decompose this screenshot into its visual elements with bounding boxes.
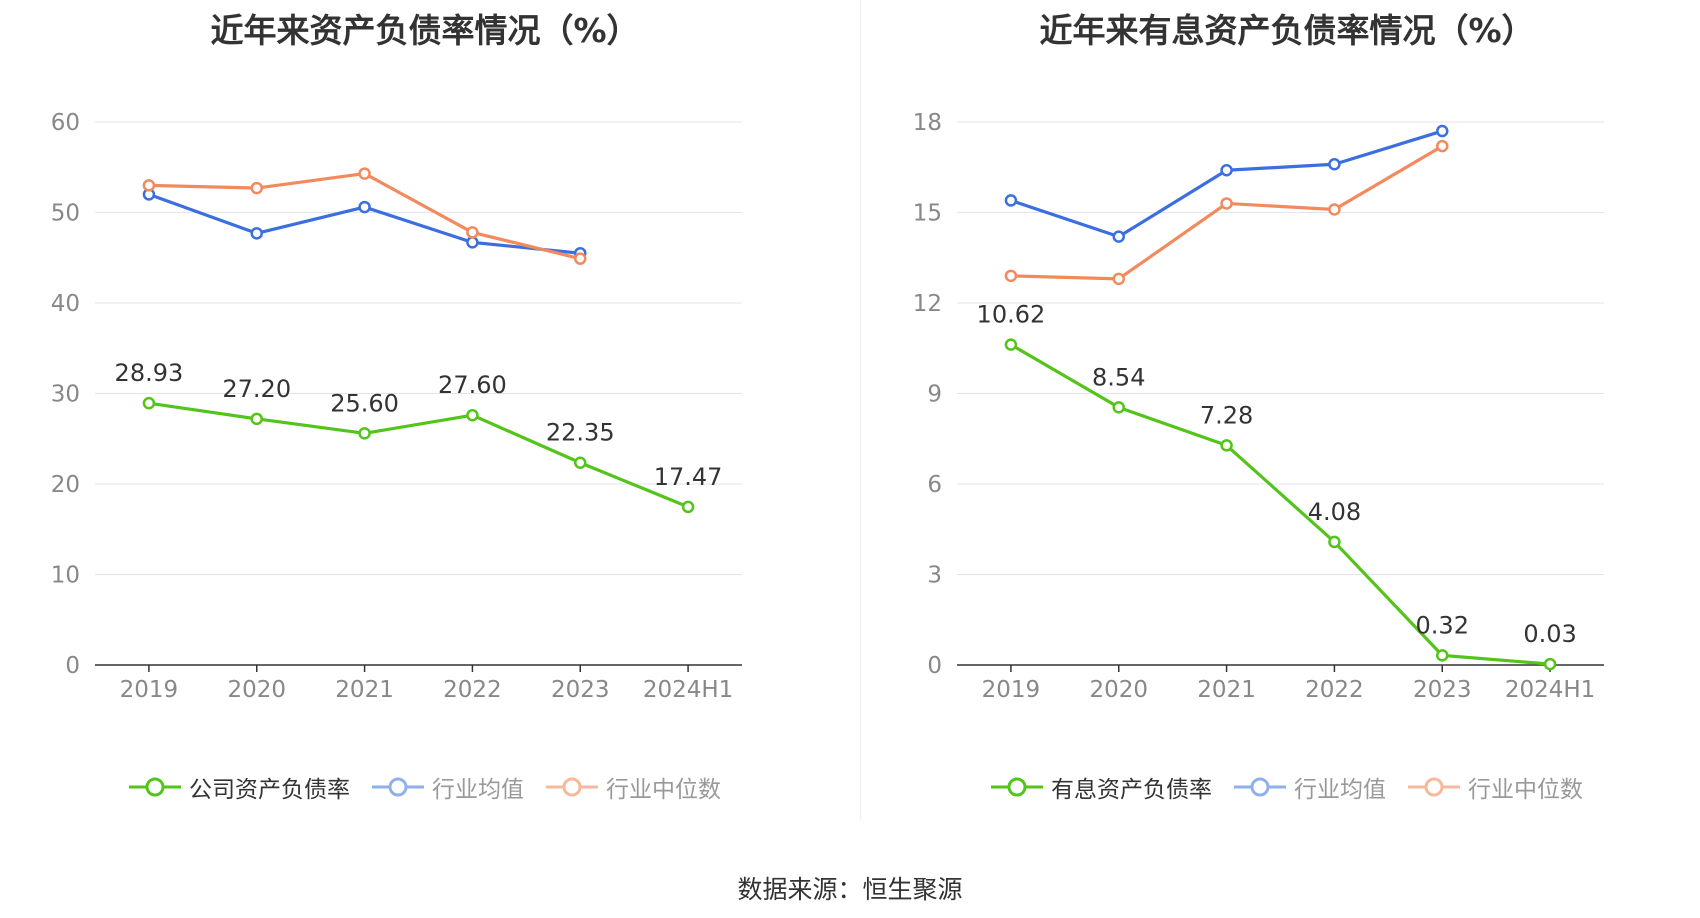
industry-average-series-point [1436, 124, 1449, 138]
company-series-point [1436, 649, 1449, 662]
industry-median-series-point [574, 252, 587, 265]
data-label: 0.03 [1523, 620, 1576, 648]
industry-average-series-point [358, 200, 371, 214]
company-series-point [1328, 535, 1341, 549]
legend-item-company[interactable]: 公司资产负债率 [129, 770, 350, 804]
data-label: 8.54 [1092, 363, 1145, 391]
company-series-point [1112, 401, 1125, 414]
legend-item-avg[interactable]: 行业均值 [372, 770, 524, 804]
legend-item-median[interactable]: 行业中位数 [546, 770, 721, 804]
industry-average-series-point [466, 236, 479, 249]
data-label: 10.62 [977, 301, 1046, 329]
data-label: 0.32 [1416, 611, 1469, 639]
x-tick-label: 2024H1 [643, 677, 733, 703]
x-tick-label: 2021 [335, 677, 394, 703]
data-label: 22.35 [546, 419, 615, 447]
x-tick-label: 2020 [227, 677, 286, 703]
y-tick-label: 40 [51, 291, 80, 317]
legend-label: 行业均值 [1294, 777, 1386, 803]
debt-ratio-line-chart: 0 10 20 30 40 50 60 2019 2020 2021 2022 2023 2024H1 2… [51, 110, 742, 703]
legend-item-company[interactable]: 有息资产负债率 [991, 770, 1212, 804]
legend-label: 行业均值 [432, 777, 524, 803]
company-series-line [1010, 343, 1551, 666]
company-series-point [358, 427, 371, 440]
data-label: 4.08 [1308, 498, 1361, 526]
y-tick-label: 9 [927, 382, 942, 408]
legend-line-marker-icon [546, 777, 598, 797]
y-tick-label: 6 [927, 472, 942, 498]
industry-median-series-point [466, 226, 479, 239]
legend-line-marker-icon [1408, 777, 1460, 797]
data-label: 28.93 [115, 359, 184, 387]
industry-median-series-point [250, 181, 263, 195]
data-source: 数据来源：恒生聚源 [737, 875, 963, 904]
x-tick-label: 2021 [1197, 677, 1256, 703]
chart-title: 近年来资产负债率情况（%） [210, 11, 640, 50]
right-chart-panel: 近年来有息资产负债率情况（%） 0 3 6 9 12 15 18 2019 2020 2021 20… [862, 0, 1700, 820]
interest-debt-ratio-line-chart: 0 3 6 9 12 15 18 2019 2020 2021 2022 2023 2024H1 10.6… [913, 110, 1604, 703]
legend-label: 公司资产负债率 [189, 777, 350, 803]
legend-line-marker-icon [129, 777, 181, 797]
x-tick-label: 2019 [120, 677, 179, 703]
x-tick-label: 2022 [1305, 677, 1364, 703]
panel-divider [860, 0, 861, 820]
legend-item-avg[interactable]: 行业均值 [1234, 770, 1386, 804]
y-tick-label: 20 [51, 472, 80, 498]
industry-average-series-point [1112, 230, 1125, 243]
legend: 公司资产负债率 行业均值 行业中位数 [0, 770, 850, 804]
legend-label: 有息资产负债率 [1051, 777, 1212, 803]
industry-average-series-point [1220, 164, 1233, 177]
y-tick-label: 12 [913, 291, 942, 317]
y-tick-label: 50 [51, 201, 80, 227]
x-tick-label: 2023 [551, 677, 610, 703]
industry-median-series-point [1112, 272, 1125, 286]
company-series-line [148, 401, 689, 509]
company-series-point [1220, 439, 1233, 452]
data-label: 25.60 [330, 389, 399, 417]
industry-median-series-point [1328, 203, 1341, 216]
industry-median-series-point [1004, 269, 1018, 283]
data-label: 27.60 [438, 371, 507, 399]
legend-line-marker-icon [372, 777, 424, 797]
industry-median-series-point [1220, 197, 1233, 210]
company-series-point [1543, 657, 1557, 671]
company-series-point [681, 500, 695, 514]
x-tick-label: 2019 [982, 677, 1041, 703]
x-tick-label: 2023 [1413, 677, 1472, 703]
x-tick-label: 2022 [443, 677, 502, 703]
y-tick-label: 18 [913, 110, 942, 136]
industry-average-series-point [1328, 157, 1341, 171]
legend: 有息资产负债率 行业均值 行业中位数 [862, 770, 1700, 804]
company-series-point [1004, 338, 1018, 351]
legend-line-marker-icon [991, 777, 1043, 797]
data-label: 17.47 [654, 463, 723, 491]
x-tick-label: 2024H1 [1505, 677, 1595, 703]
industry-median-series-point [142, 179, 156, 192]
company-series-point [142, 396, 156, 410]
y-tick-label: 15 [913, 201, 942, 227]
data-label: 7.28 [1200, 401, 1253, 429]
data-label: 27.20 [222, 375, 291, 403]
industry-average-series-point [1004, 194, 1018, 207]
legend-line-marker-icon [1234, 777, 1286, 797]
y-tick-label: 0 [65, 653, 80, 679]
y-tick-label: 3 [927, 563, 942, 589]
y-tick-label: 0 [927, 653, 942, 679]
industry-median-series-point [1436, 139, 1449, 153]
industry-average-series-point [250, 227, 263, 240]
y-tick-label: 10 [51, 563, 80, 589]
y-tick-label: 30 [51, 382, 80, 408]
legend-item-median[interactable]: 行业中位数 [1408, 770, 1583, 804]
left-chart-panel: 近年来资产负债率情况（%） 0 10 20 30 40 50 60 2019 2020 2021 2… [0, 0, 850, 820]
legend-label: 行业中位数 [1468, 777, 1583, 803]
x-tick-label: 2020 [1089, 677, 1148, 703]
chart-title: 近年来有息资产负债率情况（%） [1039, 11, 1535, 50]
industry-median-series-point [358, 167, 371, 180]
company-series-point [466, 408, 479, 422]
y-tick-label: 60 [51, 110, 80, 136]
company-series-point [250, 412, 263, 426]
legend-label: 行业中位数 [606, 777, 721, 803]
company-series-point [574, 456, 587, 469]
